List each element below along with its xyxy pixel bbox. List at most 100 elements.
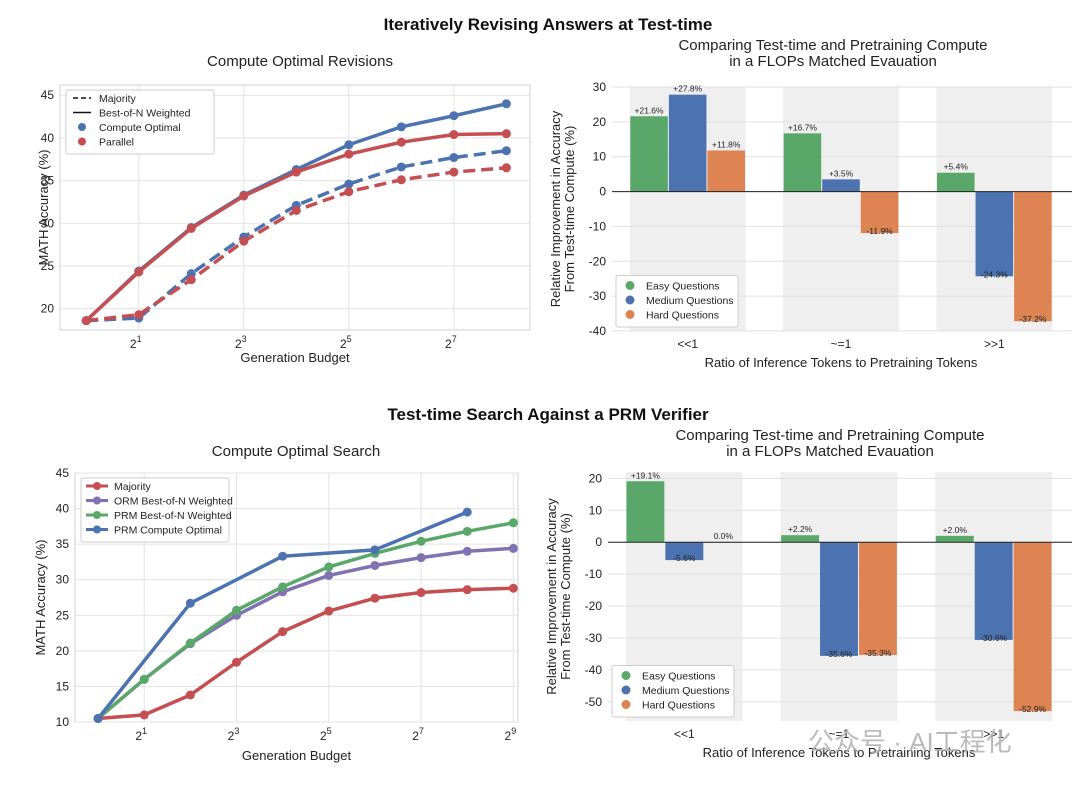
chart-0-series-3-point-3	[239, 236, 249, 246]
chart-0-series-1-point-5	[344, 149, 354, 159]
chart-3-bar-label-2-2: -52.9%	[1019, 704, 1046, 714]
chart-0-series-2-point-5	[344, 179, 354, 189]
chart-3-bar-label-1-2: -30.6%	[980, 633, 1007, 643]
chart-2-series-2-point-4	[278, 582, 288, 592]
chart-2-legend-box	[80, 477, 230, 543]
chart-1-title-line-0: Comparing Test-time and Pretraining Comp…	[678, 37, 987, 54]
chart-2-ytick-6: 40	[56, 502, 70, 516]
chart-3-ytick-1: 10	[589, 503, 603, 517]
chart-1-bar-2-1	[860, 191, 899, 234]
chart-0-series-2-point-6	[396, 162, 406, 172]
chart-0-series-0-point-8	[501, 99, 511, 109]
chart-1-ylabel-line-1: From Test-time Compute (%)	[562, 126, 577, 293]
chart-2-series-0-point-9	[508, 583, 518, 593]
chart-1-bar-label-2-2: -37.2%	[1019, 314, 1046, 324]
chart-2-ytick-2: 20	[56, 644, 70, 658]
chart-3-bar-0-2	[935, 535, 974, 543]
chart-1-ylabel-line-0: Relative Improvement in Accuracy	[548, 110, 563, 307]
chart-1-legend-label-2: Hard Questions	[646, 310, 719, 322]
chart-2-legend-marker-0	[93, 482, 101, 490]
chart-2-series-2-point-5	[324, 562, 334, 572]
chart-0-ytick-0: 20	[41, 302, 55, 316]
chart-0-ylabel: MATH Accuracy (%)	[36, 149, 51, 265]
chart-0-series-0-point-5	[344, 140, 354, 150]
chart-2-series-0-point-7	[416, 588, 426, 598]
chart-2-series-0-point-3	[232, 657, 242, 667]
chart-2-series-1-point-5	[324, 570, 334, 580]
chart-1-ytick-4: -10	[589, 219, 607, 233]
chart-2-series-3-point-1	[185, 598, 195, 608]
chart-3-ytick-0: 20	[589, 471, 603, 485]
chart-2-legend-marker-1	[93, 496, 101, 505]
chart-3-bar-label-0-1: +2.2%	[788, 524, 813, 534]
chart-0-ytick-5: 45	[41, 88, 55, 102]
chart-2-series-1-point-9	[508, 543, 518, 553]
chart-2-series-2-point-1	[139, 674, 149, 684]
chart-2-ytick-0: 10	[56, 715, 70, 729]
chart-1-bar-2-0	[707, 150, 746, 192]
chart-3-legend-swatch-0	[621, 671, 631, 680]
chart-3-legend-label-1: Medium Questions	[642, 685, 730, 697]
chart-0-xtick-0: 21	[130, 334, 142, 351]
chart-3-legend-box	[611, 665, 735, 718]
chart-0-series-3-point-8	[501, 163, 511, 173]
chart-3-bar-label-0-2: +2.0%	[943, 525, 968, 535]
chart-3-bar-label-0-0: +19.1%	[631, 470, 661, 480]
chart-0-xtick-1: 23	[235, 334, 247, 351]
chart-0-series-3-point-5	[344, 187, 354, 197]
chart-0-legend-box	[65, 89, 215, 155]
chart-3-xtick-1: ~=1	[829, 727, 850, 741]
chart-2-series-1-point-7	[416, 553, 426, 563]
chart-0-series-3-point-6	[396, 175, 406, 185]
chart-0-title: Compute Optimal Revisions	[207, 53, 393, 70]
chart-3-legend-label-2: Hard Questions	[642, 700, 715, 712]
chart-1-xtick-2: >>1	[984, 337, 1005, 351]
chart-2-xtick-0: 21	[135, 726, 147, 743]
chart-2-series-line-2	[96, 521, 514, 720]
chart-3-bar-label-2-0: 0.0%	[714, 531, 734, 541]
chart-3-bar-2-2	[1013, 542, 1052, 712]
chart-1-legend-box	[615, 275, 739, 328]
chart-0-ytick-3: 35	[41, 174, 55, 188]
chart-0-series-1-point-3	[239, 191, 249, 201]
chart-3-bar-0-0	[626, 481, 665, 543]
chart-2-series-0-point-4	[278, 627, 288, 637]
chart-1-bar-label-1-0: +27.8%	[673, 84, 703, 94]
chart-0-series-2-point-7	[449, 153, 459, 163]
chart-2-legend-marker-2	[93, 511, 101, 519]
chart-1-xtick-0: <<1	[677, 337, 698, 351]
chart-0-series-1-point-6	[396, 137, 406, 147]
chart-0-ytick-1: 25	[41, 259, 55, 273]
chart-2-series-line-0	[97, 586, 514, 721]
chart-2-xtick-4: 29	[505, 726, 517, 743]
chart-2-series-1-point-6	[370, 560, 380, 570]
chart-1-bar-label-1-1: +3.5%	[829, 168, 854, 178]
section-title-revisions: Iteratively Revising Answers at Test-tim…	[384, 15, 713, 34]
chart-2-series-3-point-0	[93, 713, 103, 723]
chart-1-ytick-7: -40	[589, 324, 607, 338]
chart-0-series-3-point-0	[81, 316, 91, 326]
chart-2-ytick-1: 15	[56, 679, 70, 693]
chart-3-ytick-7: -50	[585, 695, 603, 709]
chart-1-legend-label-0: Easy Questions	[646, 281, 720, 293]
chart-2-legend-label-2: PRM Best-of-N Weighted	[114, 510, 232, 522]
chart-1-bar-0-1	[783, 133, 822, 192]
watermark: 公众号 · AI工程化	[808, 727, 1012, 757]
chart-1-bar-0-2	[936, 172, 975, 192]
chart-3-xtick-2: >>1	[983, 727, 1004, 741]
chart-0-legend-label-1: Best-of-N Weighted	[99, 108, 191, 120]
chart-3-bar-0-1	[781, 535, 820, 543]
chart-3-ylabel-line-1: From Test-time Compute (%)	[558, 513, 573, 680]
chart-1-bar-1-0	[668, 94, 707, 192]
chart-1-bar-label-0-0: +21.6%	[635, 105, 665, 115]
chart-2-ytick-7: 45	[56, 466, 70, 480]
chart-0-legend-swatch-3	[78, 137, 86, 146]
chart-0-legend-label-2: Compute Optimal	[99, 122, 181, 134]
chart-0-series-3-point-4	[291, 205, 301, 215]
chart-1-legend-label-1: Medium Questions	[646, 295, 734, 307]
chart-1-bar-2-2	[1014, 191, 1052, 322]
chart-2-xtick-1: 23	[228, 726, 240, 743]
chart-1-legend-swatch-1	[625, 295, 635, 305]
chart-3-ytick-6: -40	[585, 663, 603, 677]
chart-1-bar-1-2	[975, 191, 1014, 277]
